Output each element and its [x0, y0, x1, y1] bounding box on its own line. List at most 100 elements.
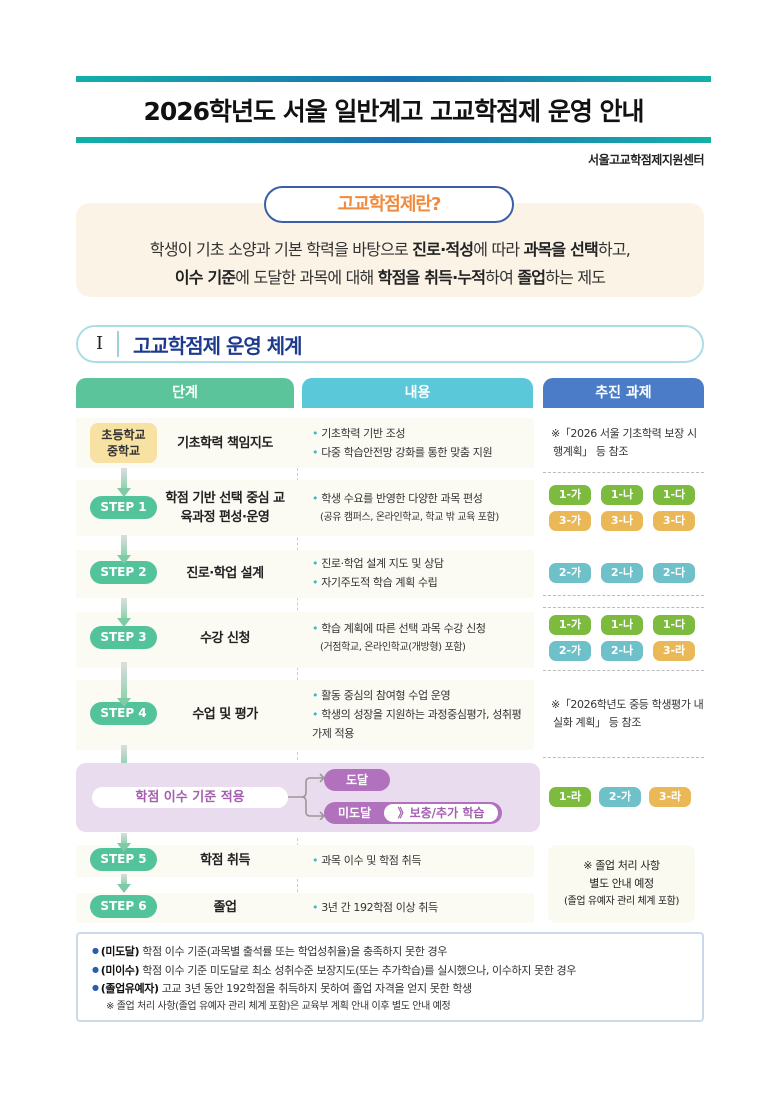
- task-badge: 1-라: [549, 787, 591, 807]
- down-arrow-icon: [117, 468, 131, 497]
- emphasis-text: 진로·적성: [412, 240, 474, 259]
- footnote-box: (미도달) 학점 이수 기준(과목별 출석률 또는 학업성취율)을 충족하지 못…: [76, 932, 704, 1022]
- task-badge: 2-나: [601, 641, 643, 661]
- step-title: 졸업: [213, 899, 237, 915]
- definition-label: 고교학점제란?: [264, 186, 514, 223]
- step-content: 학습 계획에 따른 선택 과목 수강 신청 (거점학교, 온라인학교(개방형) 포…: [312, 619, 527, 657]
- stage-badge: 초등학교 중학교: [90, 423, 157, 463]
- step-badge: STEP 1: [90, 496, 157, 519]
- column-divider: [297, 838, 298, 923]
- footnote-text: 학점 이수 기준(과목별 출석률 또는 학업성취율)을 충족하지 못한 경우: [139, 945, 447, 958]
- footnote-item: (졸업유예자) 고교 3년 동안 192학점을 취득하지 못하여 졸업 자격을 …: [92, 979, 702, 998]
- step-title: 기초학력 책임지도: [177, 435, 273, 451]
- content-item: 과목 이수 및 학점 취득: [312, 851, 527, 870]
- content-item: 진로·학업 설계 지도 및 상담: [312, 554, 527, 573]
- section-divider: [117, 331, 119, 357]
- emphasis-text: 졸업: [517, 268, 546, 287]
- task-badge: 2-가: [549, 563, 591, 583]
- footnote-term: (졸업유예자): [100, 982, 159, 995]
- graduation-note-line: ※ 졸업 처리 사항: [583, 859, 660, 872]
- content-subnote: (공유 캠퍼스, 온라인학교, 학교 밖 교육 포함): [320, 512, 499, 523]
- graduation-note: ※ 졸업 처리 사항 별도 안내 예정 (졸업 유예자 관리 체계 포함): [548, 845, 695, 923]
- column-header-stage: 단계: [76, 378, 294, 408]
- task-badge: 1-나: [601, 485, 643, 505]
- task-badges: 1-가 1-나 1-다 2-가 2-나 3-라: [549, 615, 695, 661]
- arrow-head: [117, 555, 131, 564]
- content-item: 학습 계획에 따른 선택 과목 수강 신청: [312, 619, 527, 638]
- task-badge: 1-다: [653, 485, 695, 505]
- task-badge: 3-가: [549, 511, 591, 531]
- task-badge: 3-다: [653, 511, 695, 531]
- task-badge: 1-가: [549, 485, 591, 505]
- task-note: ※「2026 서울 기초학력 보장 시행계획」 등 참조: [551, 427, 697, 458]
- text: 하여: [485, 268, 518, 287]
- row-divider: [543, 472, 704, 473]
- step-content: 학생 수요를 반영한 다양한 과목 편성 (공유 캠퍼스, 온라인학교, 학교 밖…: [312, 489, 527, 527]
- task-badge: 2-가: [549, 641, 591, 661]
- arrow-head: [117, 884, 131, 893]
- remedial-label: 》보충/추가 학습: [384, 804, 498, 822]
- down-arrow-icon: [117, 535, 131, 564]
- task-badge: 3-라: [653, 641, 695, 661]
- task-badge: 1-나: [601, 615, 643, 635]
- top-rule: [76, 76, 711, 82]
- task-badge: 2-다: [653, 563, 695, 583]
- arrow-shaft: [121, 833, 127, 843]
- arrow-head: [117, 488, 131, 497]
- criteria-label: 학점 이수 기준 적용: [92, 787, 288, 808]
- content-item: 자기주도적 학습 계획 수립: [312, 573, 527, 592]
- content-item: 다중 학습안전망 강화를 통한 맞춤 지원: [312, 443, 527, 462]
- down-arrow-icon: [117, 874, 131, 893]
- task-badge: 3-나: [601, 511, 643, 531]
- step-title: 학점 취득: [200, 852, 250, 868]
- fail-label: 미도달: [338, 806, 372, 820]
- criteria-badges: 1-라 2-가 3-라: [549, 787, 691, 807]
- row-divider: [543, 595, 704, 596]
- arrow-head: [117, 698, 131, 707]
- content-item: 활동 중심의 참여형 수업 운영: [312, 686, 527, 705]
- footnote-item: (미이수) 학점 이수 기준 미도달로 최소 성취수준 보장지도(또는 추가학습…: [92, 961, 702, 980]
- text: 에 따라: [473, 240, 524, 259]
- row-divider: [543, 607, 704, 608]
- column-header-tasks: 추진 과제: [543, 378, 704, 408]
- definition-line-1: 학생이 기초 소양과 기본 학력을 바탕으로 진로·적성에 따라 과목을 선택하…: [76, 236, 704, 260]
- branch-arrows: [288, 773, 326, 820]
- section-number: I: [96, 333, 104, 354]
- text: 학생이 기초 소양과 기본 학력을 바탕으로: [149, 240, 413, 259]
- task-badges: 1-가 1-나 1-다 3-가 3-나 3-다: [549, 485, 695, 531]
- step-content: 3년 간 192학점 이상 취득: [312, 898, 527, 917]
- organization: 서울고교학점제지원센터: [588, 153, 704, 167]
- task-badge: 1-다: [653, 615, 695, 635]
- section-title: 고교학점제 운영 체계: [133, 334, 303, 358]
- step-badge: STEP 2: [90, 561, 157, 584]
- step-badge: STEP 5: [90, 848, 157, 871]
- arrow-shaft: [121, 745, 127, 765]
- footnote-term: (미도달): [100, 945, 140, 958]
- emphasis-text: 학점을 취득·누적: [377, 268, 486, 287]
- fail-pill: 미도달 》보충/추가 학습: [324, 802, 502, 824]
- step-content: 기초학력 기반 조성다중 학습안전망 강화를 통한 맞춤 지원: [312, 424, 527, 462]
- row-divider: [543, 670, 704, 671]
- task-badge: 3-라: [649, 787, 691, 807]
- definition-line-2: 이수 기준에 도달한 과목에 대해 학점을 취득·누적하여 졸업하는 제도: [76, 264, 704, 288]
- task-note: ※「2026학년도 중등 학생평가 내실화 계획」 등 참조: [551, 698, 704, 729]
- step-title: 수강 신청: [200, 630, 250, 646]
- down-arrow-icon: [117, 598, 131, 627]
- text: 하고,: [597, 240, 631, 259]
- footnote-extra: ※ 졸업 처리 사항(졸업 유예자 관리 체계 포함)은 교육부 계획 안내 이…: [106, 1000, 451, 1012]
- step-content: 활동 중심의 참여형 수업 운영학생의 성장을 지원하는 과정중심평가, 성취평…: [312, 686, 527, 743]
- down-arrow-icon: [117, 833, 131, 852]
- footnote-term: (미이수): [100, 963, 140, 977]
- text: 하는 제도: [545, 268, 606, 287]
- content-item: 3년 간 192학점 이상 취득: [312, 898, 527, 917]
- task-badge: 2-가: [599, 787, 641, 807]
- content-subnote: (거점학교, 온라인학교(개방형) 포함): [320, 642, 466, 653]
- step-badge: STEP 6: [90, 895, 157, 918]
- graduation-note-line: (졸업 유예자 관리 체계 포함): [564, 896, 679, 907]
- column-header-content: 내용: [302, 378, 533, 408]
- footnote-item: (미도달) 학점 이수 기준(과목별 출석률 또는 학업성취율)을 충족하지 못…: [92, 942, 702, 961]
- step-title: 학점 기반 선택 중심 교육과정 편성·운영: [165, 491, 285, 525]
- bottom-rule: [76, 137, 711, 143]
- arrow-head: [117, 618, 131, 627]
- emphasis-text: 과목을 선택: [523, 240, 599, 259]
